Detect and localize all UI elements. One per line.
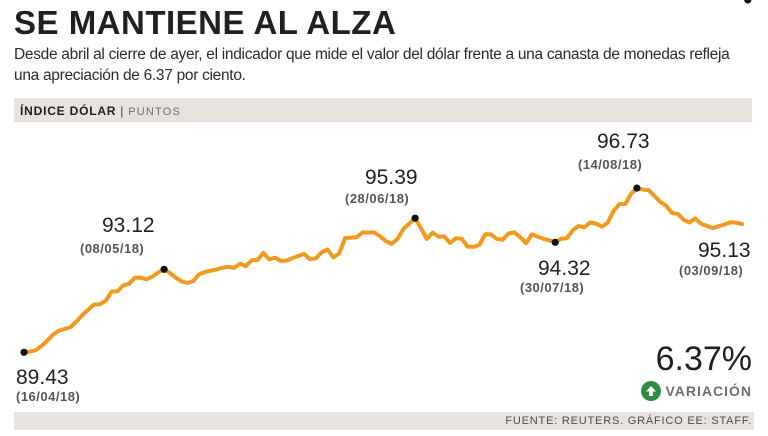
series-line bbox=[22, 186, 744, 355]
data-point-marker bbox=[20, 348, 28, 356]
data-label-value: 89.43 bbox=[16, 366, 69, 389]
variation-row: VARIACIÓN bbox=[641, 380, 752, 402]
variation-value: 6.37% bbox=[655, 340, 752, 378]
data-label-value: 95.13 bbox=[698, 239, 751, 262]
variation-label: VARIACIÓN bbox=[665, 383, 752, 399]
source-note: FUENTE: REUTERS. GRÁFICO EE: STAFF. bbox=[505, 415, 752, 427]
data-label-value: 93.12 bbox=[102, 214, 155, 237]
index-label: ÍNDICE DÓLAR bbox=[20, 104, 117, 118]
footer-band bbox=[14, 412, 754, 430]
data-point-marker bbox=[633, 184, 641, 192]
page-subtitle: Desde abril al cierre de ayer, el indica… bbox=[14, 46, 730, 84]
data-label-value: 96.73 bbox=[597, 130, 650, 153]
page-title: SE MANTIENE AL ALZA bbox=[14, 4, 397, 41]
unit-label: PUNTOS bbox=[128, 106, 182, 118]
data-point-marker bbox=[551, 238, 559, 246]
data-point-marker bbox=[744, 0, 752, 4]
data-point-marker bbox=[411, 214, 419, 222]
label-separator: | bbox=[120, 104, 125, 118]
data-label-date: (14/08/18) bbox=[578, 157, 642, 172]
arrow-up-icon bbox=[641, 381, 662, 401]
data-label-date: (28/06/18) bbox=[345, 191, 409, 206]
data-label-date: (16/04/18) bbox=[16, 389, 80, 404]
chart-header-band bbox=[14, 98, 752, 122]
data-point-marker bbox=[160, 265, 168, 273]
data-label-value: 94.32 bbox=[538, 257, 591, 280]
data-label-date: (03/09/18) bbox=[679, 263, 743, 278]
data-label-date: (30/07/18) bbox=[520, 280, 584, 295]
chart-header-label: ÍNDICE DÓLAR | PUNTOS bbox=[20, 103, 181, 120]
data-label-date: (08/05/18) bbox=[80, 241, 144, 256]
data-label-value: 95.39 bbox=[365, 166, 418, 189]
